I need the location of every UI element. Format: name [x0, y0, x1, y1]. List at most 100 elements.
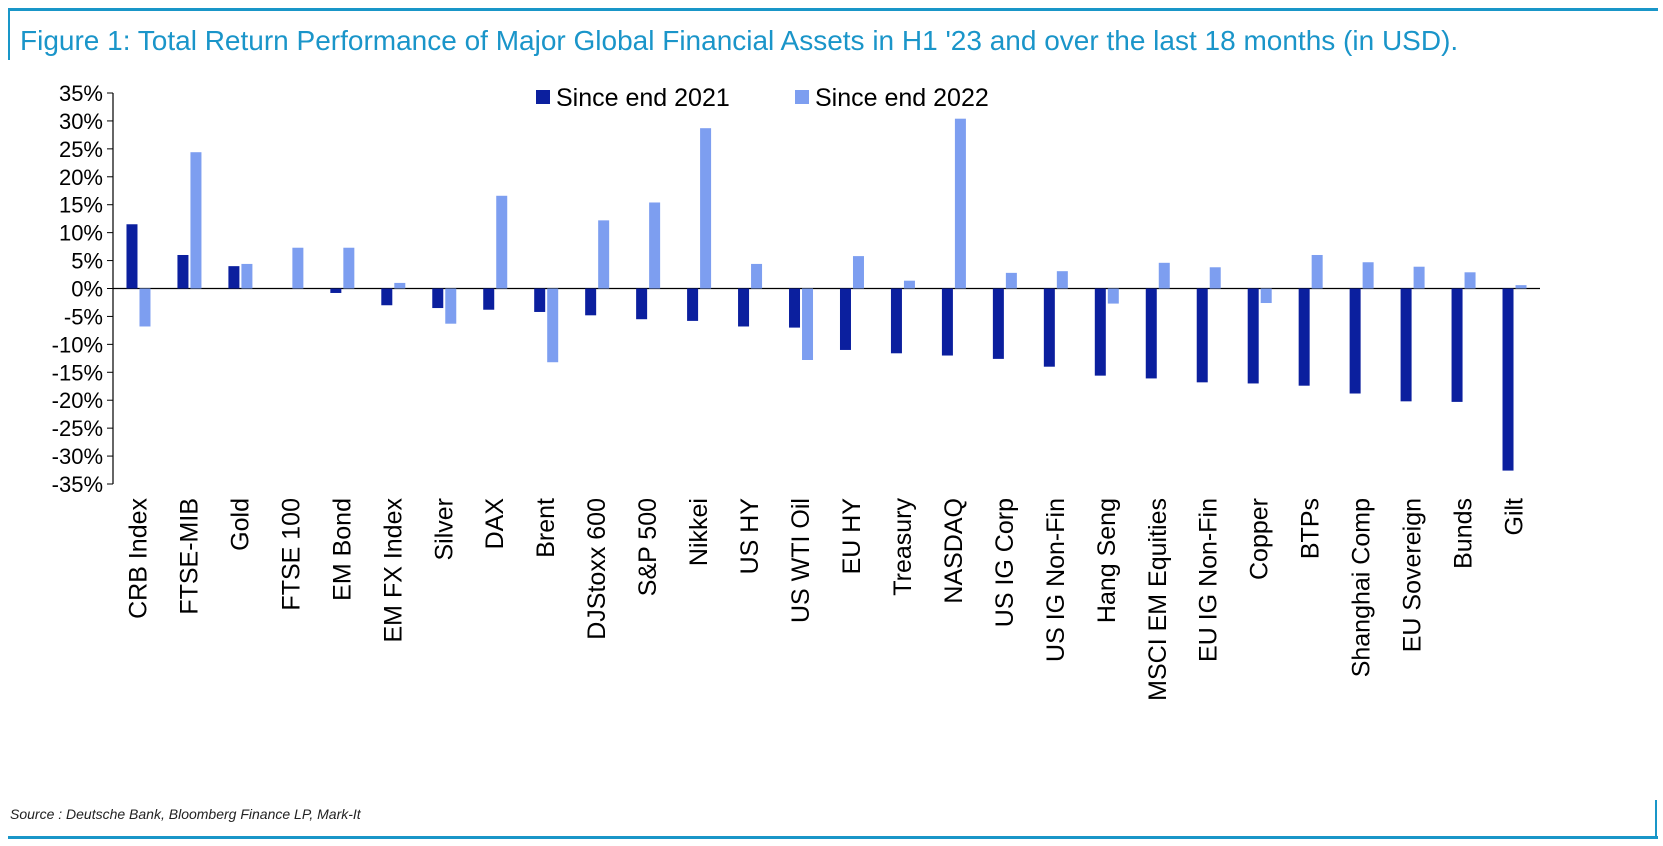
x-tick-label: Shanghai Comp [1348, 498, 1376, 677]
x-tick-label: S&P 500 [634, 498, 662, 596]
bar [649, 202, 661, 289]
bar [992, 288, 1004, 359]
x-tick-label: Bunds [1450, 498, 1478, 569]
y-tick-label: -20% [52, 388, 103, 413]
right-rule [1655, 800, 1657, 838]
y-tick-label: 0% [71, 277, 103, 302]
x-tick-label: Gilt [1501, 498, 1529, 536]
bar [241, 263, 253, 289]
x-tick-label: US IG Non-Fin [1042, 498, 1070, 662]
bar [126, 224, 138, 289]
bar [432, 288, 444, 309]
y-tick-label: 5% [71, 249, 103, 274]
bar [1298, 288, 1310, 386]
y-axis: 35% 30% 25% 20% 15% 10% 5% 0%-5% -10% -15% -20% -25… [52, 81, 1540, 497]
bar [839, 288, 851, 350]
y-tick-label: 10% [59, 221, 103, 246]
bar [177, 254, 189, 289]
x-tick-label: FTSE 100 [277, 498, 305, 611]
bar [1145, 288, 1157, 379]
y-tick-label: -25% [52, 416, 103, 441]
x-tick-label: Nikkei [685, 498, 713, 566]
x-tick-label: Hang Seng [1093, 498, 1121, 623]
x-tick-label: DJStoxx 600 [583, 498, 611, 640]
y-tick-label: 30% [59, 109, 103, 134]
bar [496, 195, 508, 289]
x-tick-label: EU HY [838, 498, 866, 575]
bar [941, 288, 953, 356]
bar [445, 288, 457, 324]
x-axis-labels: CRB Index FTSE-MIB Gold FTSE 100 EM Bond EM F… [124, 498, 1528, 701]
x-tick-label: US HY [736, 498, 764, 575]
bar [1196, 288, 1208, 383]
bar [687, 288, 699, 321]
bar [1005, 272, 1017, 289]
y-tick-label: 35% [59, 81, 103, 106]
bar [1502, 288, 1514, 471]
x-tick-label: US WTI Oil [787, 498, 815, 623]
bar [534, 288, 546, 312]
x-tick-label: Copper [1246, 498, 1274, 580]
bar [228, 266, 240, 289]
bar [1349, 288, 1361, 394]
x-tick-label: NASDAQ [940, 498, 968, 604]
bar [700, 128, 712, 289]
bar [585, 288, 597, 316]
bar [1400, 288, 1412, 402]
top-rule [8, 8, 1658, 11]
bar [343, 247, 355, 289]
bar [483, 288, 495, 310]
y-tick-label: -15% [52, 360, 103, 385]
x-tick-label: Brent [532, 498, 560, 558]
x-tick-label: US IG Corp [991, 498, 1019, 627]
bar [547, 288, 559, 363]
bar [1247, 288, 1259, 384]
legend-swatch [795, 90, 809, 104]
bar [1311, 254, 1323, 289]
bar [1464, 272, 1476, 289]
bar [190, 152, 202, 289]
bar [954, 118, 966, 289]
x-tick-label: CRB Index [124, 498, 152, 619]
legend-label: Since end 2022 [815, 84, 989, 112]
bar [1094, 288, 1106, 376]
y-tick-label: -10% [52, 332, 103, 357]
bar [1056, 271, 1068, 289]
x-tick-label: Gold [226, 498, 254, 551]
y-tick-label: 20% [59, 165, 103, 190]
bar [903, 280, 915, 289]
x-tick-label: DAX [481, 498, 509, 550]
bar [598, 220, 610, 289]
x-tick-label: FTSE-MIB [175, 498, 203, 615]
legend-label: Since end 2021 [556, 84, 730, 112]
bar [890, 288, 902, 354]
bar [1107, 288, 1119, 304]
x-tick-label: EM FX Index [379, 498, 407, 643]
bar [1260, 288, 1272, 304]
bottom-rule [8, 836, 1658, 839]
bar [1515, 285, 1527, 289]
bar [636, 288, 648, 320]
bar [852, 256, 864, 289]
bar [1158, 262, 1170, 289]
bars [126, 118, 1527, 471]
x-tick-label: Silver [430, 498, 458, 561]
legend: Since end 2021 Since end 2022 [536, 84, 989, 112]
bar [1209, 267, 1221, 289]
bar [381, 288, 393, 306]
bar [292, 247, 304, 289]
left-rule [8, 8, 10, 60]
bar [1451, 288, 1463, 402]
y-tick-label: -35% [52, 472, 103, 497]
bar [1413, 266, 1425, 289]
bar [330, 288, 342, 293]
chart-title: Figure 1: Total Return Performance of Ma… [20, 25, 1459, 56]
x-tick-label: EU IG Non-Fin [1195, 498, 1223, 662]
x-tick-label: Treasury [889, 498, 917, 596]
bar [1362, 262, 1374, 289]
bar [789, 288, 801, 328]
x-tick-label: MSCI EM Equities [1144, 498, 1172, 701]
x-tick-label: BTPs [1297, 498, 1325, 559]
bar [139, 288, 151, 327]
